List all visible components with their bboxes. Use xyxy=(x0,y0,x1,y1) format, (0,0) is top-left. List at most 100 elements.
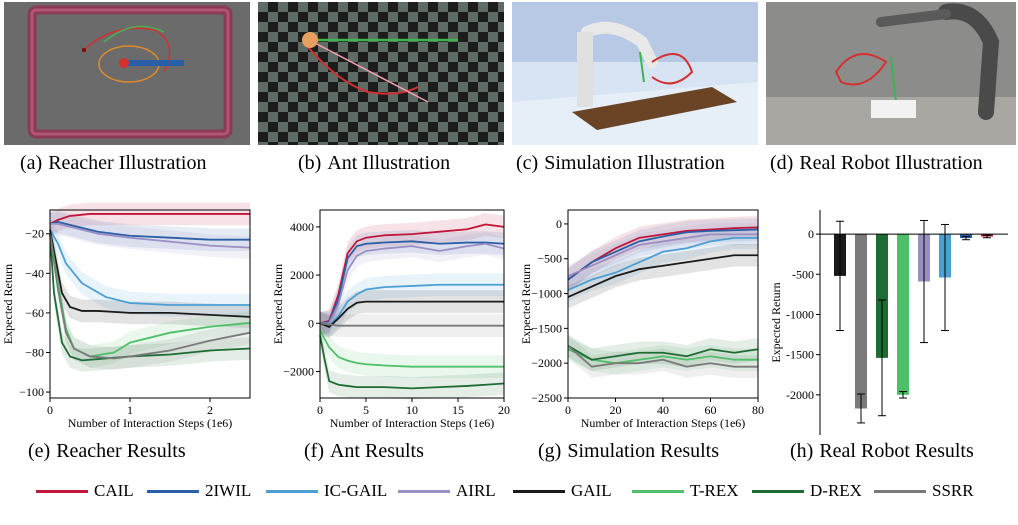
y-tick-label: -1500 xyxy=(786,348,814,362)
legend-swatch xyxy=(752,489,804,493)
y-tick-label: −2000 xyxy=(531,356,562,370)
y-tick-label: 4000 xyxy=(290,220,314,234)
x-tick-label: 20 xyxy=(498,403,510,417)
y-tick-label: −1500 xyxy=(531,321,562,335)
legend-swatch xyxy=(147,489,199,493)
y-tick-label: −20 xyxy=(25,227,44,241)
legend-swatch xyxy=(874,489,926,493)
y-axis-label: Expected Return xyxy=(1,264,15,344)
band-2iwil xyxy=(50,210,250,251)
y-tick-label: -2000 xyxy=(786,388,814,402)
y-tick-label: −60 xyxy=(25,306,44,320)
simulation-illustration-image xyxy=(512,2,758,145)
band-gail xyxy=(50,218,250,329)
series-line-airl xyxy=(50,222,251,249)
y-tick-label: −80 xyxy=(25,345,44,359)
series-line-d-rex xyxy=(319,335,505,390)
band-t-rex xyxy=(50,222,250,368)
y-tick-label: −2500 xyxy=(531,391,562,405)
band-ic-gail xyxy=(568,226,758,302)
y-tick-label: 2000 xyxy=(290,268,314,282)
caption-c: (c) Simulation Illustration xyxy=(516,152,725,174)
series-line-d-rex xyxy=(49,233,251,362)
legend-item-icgail: IC-GAIL xyxy=(266,476,387,506)
x-tick-label: 0 xyxy=(317,403,323,417)
y-tick-label: -500 xyxy=(792,267,814,281)
x-tick-label: 2 xyxy=(207,403,213,417)
legend-item-drex: D-REX xyxy=(752,476,862,506)
caption-f: (f) Ant Results xyxy=(304,440,424,462)
legend-item-trex: T-REX xyxy=(632,476,739,506)
x-tick-label: 15 xyxy=(452,403,464,417)
reacher-illustration-image xyxy=(4,2,250,145)
y-tick-label: −2000 xyxy=(283,364,314,378)
y-tick-label: −1000 xyxy=(531,287,562,301)
series-line-gail xyxy=(567,254,758,298)
caption-h: (h) Real Robot Results xyxy=(790,440,974,462)
y-tick-label: −500 xyxy=(537,252,562,266)
legend-swatch xyxy=(632,489,684,493)
band-ssrr xyxy=(320,312,504,337)
band-airl xyxy=(568,223,758,288)
legend-item-airl: AIRL xyxy=(398,476,496,506)
bar-t-rex xyxy=(897,234,909,395)
series-line-cail xyxy=(319,223,505,325)
legend-item-2iwil: 2IWIL xyxy=(147,476,251,506)
x-axis-label: Number of Interaction Steps (1e6) xyxy=(68,416,233,430)
series-line-ssrr xyxy=(319,322,504,327)
caption-d: (d) Real Robot Illustration xyxy=(770,152,983,174)
series-line-cail xyxy=(567,226,759,281)
x-axis-label: Number of Interaction Steps (1e6) xyxy=(581,416,746,430)
y-tick-label: -1000 xyxy=(786,307,814,321)
ant-illustration-image xyxy=(258,2,504,145)
band-ic-gail xyxy=(50,218,250,317)
y-tick-label: 0 xyxy=(308,316,314,330)
y-tick-label: 0 xyxy=(808,227,814,241)
band-ssrr xyxy=(50,222,250,370)
x-tick-label: 40 xyxy=(657,403,669,417)
band-2iwil xyxy=(568,218,758,291)
series-line-ic-gail xyxy=(319,283,504,327)
series-line-ic-gail xyxy=(49,229,250,306)
legend-item-cail: CAIL xyxy=(36,476,134,506)
y-axis-label: Expected Return xyxy=(519,264,533,344)
legend-swatch xyxy=(266,489,318,493)
series-line-cail xyxy=(49,213,250,225)
real-robot-illustration-image xyxy=(766,2,1016,145)
series-line-d-rex xyxy=(567,345,759,361)
plot-frame xyxy=(49,209,251,399)
series-line-ssrr xyxy=(567,345,758,368)
series-line-gail xyxy=(49,229,251,318)
legend: CAIL 2IWIL IC-GAIL AIRL GAIL T-REX D-REX… xyxy=(0,476,1018,506)
y-tick-label: −40 xyxy=(25,266,44,280)
legend-swatch xyxy=(36,489,88,493)
band-cail xyxy=(50,202,250,236)
band-d-rex xyxy=(320,324,504,400)
series-line-gail xyxy=(319,300,504,328)
series-line-airl xyxy=(320,242,505,325)
series-line-ic-gail xyxy=(567,236,758,291)
band-airl xyxy=(320,232,504,335)
series-line-t-rex xyxy=(319,330,504,368)
bar-d-rex xyxy=(876,234,888,358)
band-gail xyxy=(568,243,758,309)
x-tick-label: 0 xyxy=(565,403,571,417)
series-line-2iwil xyxy=(49,220,250,241)
caption-a: (a) Reacher Illustration xyxy=(20,152,207,174)
legend-swatch xyxy=(398,489,450,493)
x-tick-label: 0 xyxy=(47,403,53,417)
x-axis-label: Number of Interaction Steps (1e6) xyxy=(330,416,495,430)
legend-item-gail: GAIL xyxy=(513,476,612,506)
band-t-rex xyxy=(320,319,504,378)
x-tick-label: 1 xyxy=(127,403,133,417)
series-line-ssrr xyxy=(49,233,251,360)
caption-g: (g) Simulation Results xyxy=(538,440,720,462)
series-line-2iwil xyxy=(567,228,759,281)
x-tick-label: 80 xyxy=(752,403,764,417)
x-tick-label: 10 xyxy=(406,403,418,417)
legend-item-ssrr: SSRR xyxy=(874,476,974,506)
caption-e: (e) Reacher Results xyxy=(28,440,186,462)
